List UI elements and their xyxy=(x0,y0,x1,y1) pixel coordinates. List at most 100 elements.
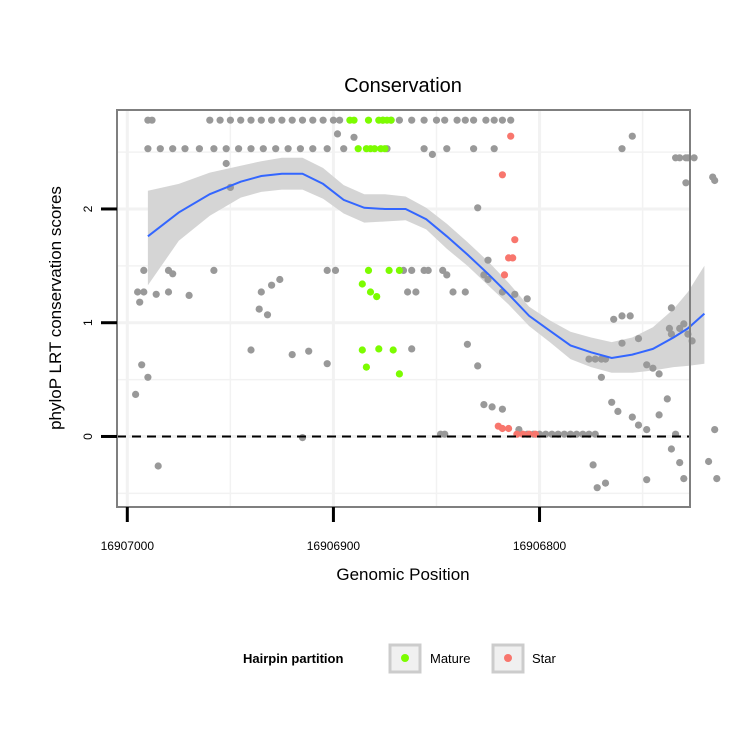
data-point-other xyxy=(643,361,651,369)
data-point-other xyxy=(432,116,441,124)
data-point-other xyxy=(461,116,469,124)
data-point-other xyxy=(711,176,719,185)
data-point-other xyxy=(333,130,342,138)
data-point-other xyxy=(319,116,327,124)
data-point-other xyxy=(463,340,471,348)
data-point-other xyxy=(680,475,688,483)
data-point-other xyxy=(309,145,317,153)
smooth-line-group xyxy=(117,172,706,438)
data-point-other xyxy=(154,462,162,470)
data-point-other xyxy=(643,476,651,484)
data-point-other xyxy=(484,275,492,284)
data-point-other xyxy=(237,116,245,124)
data-point-other xyxy=(144,373,152,381)
y-tick-label: 2 xyxy=(81,205,95,212)
data-point-other xyxy=(682,154,690,162)
data-point-other xyxy=(449,288,457,296)
data-point-other xyxy=(247,346,255,354)
data-point-other xyxy=(272,145,280,153)
data-point-other xyxy=(676,459,684,467)
data-point-other xyxy=(470,116,478,124)
data-point-other xyxy=(507,116,515,124)
legend-label-star: Star xyxy=(532,651,557,666)
data-point-other xyxy=(424,266,432,274)
data-point-other xyxy=(482,116,490,124)
data-point-other xyxy=(560,430,568,438)
data-point-other xyxy=(323,360,331,368)
data-point-star xyxy=(505,424,513,433)
data-point-other xyxy=(618,339,626,347)
data-point-other xyxy=(298,434,307,442)
data-point-other xyxy=(441,116,449,124)
data-point-other xyxy=(309,116,317,124)
grid-lines xyxy=(117,110,690,507)
data-point-mature xyxy=(354,145,362,153)
plot-panel xyxy=(117,110,690,507)
data-point-mature xyxy=(350,116,358,124)
data-point-other xyxy=(705,457,713,466)
data-point-other xyxy=(164,288,173,296)
data-point-other xyxy=(216,116,224,124)
data-point-star xyxy=(507,132,515,140)
data-point-other xyxy=(649,364,657,372)
data-point-other xyxy=(323,145,331,153)
data-point-other xyxy=(614,407,622,415)
data-point-other xyxy=(247,145,255,153)
data-point-other xyxy=(626,312,634,320)
data-point-other xyxy=(713,475,721,483)
legend-label-mature: Mature xyxy=(430,651,470,666)
y-tick-label: 1 xyxy=(81,319,95,326)
data-point-mature xyxy=(358,280,366,288)
data-point-other xyxy=(181,145,189,153)
data-point-star xyxy=(498,424,506,433)
data-point-other xyxy=(395,116,403,124)
data-point-other xyxy=(667,304,676,312)
data-point-other xyxy=(484,256,492,264)
data-point-other xyxy=(470,145,478,153)
legend-key-star xyxy=(504,654,512,662)
data-point-mature xyxy=(387,116,395,124)
data-point-other xyxy=(144,145,152,153)
data-point-other xyxy=(634,335,643,343)
data-point-mature xyxy=(366,288,375,296)
data-point-other xyxy=(618,312,626,320)
data-point-other xyxy=(336,116,344,124)
data-point-star xyxy=(500,271,509,279)
confidence-band-group xyxy=(147,157,705,373)
data-point-other xyxy=(443,271,451,279)
x-axis-label: Genomic Position xyxy=(336,565,469,584)
data-point-mature xyxy=(395,370,403,378)
legend-title: Hairpin partition xyxy=(243,651,343,666)
data-point-other xyxy=(247,116,255,124)
data-point-mature xyxy=(389,346,397,354)
data-point-other xyxy=(259,145,267,153)
data-point-other xyxy=(474,204,482,212)
data-point-mature xyxy=(362,363,370,371)
data-point-other xyxy=(134,288,142,296)
data-point-other xyxy=(680,320,688,328)
data-point-other xyxy=(408,116,416,124)
data-point-other xyxy=(169,145,177,153)
data-point-other xyxy=(152,290,160,298)
data-point-other xyxy=(185,291,193,299)
data-point-other xyxy=(329,116,337,124)
data-point-other xyxy=(585,355,593,363)
data-point-mature xyxy=(395,266,403,274)
data-point-other xyxy=(488,403,496,411)
data-point-other xyxy=(284,145,292,153)
data-point-other xyxy=(655,411,663,419)
data-point-other xyxy=(140,266,148,274)
data-point-other xyxy=(206,116,214,124)
data-point-other xyxy=(663,395,671,403)
data-point-other xyxy=(428,150,436,158)
data-point-other xyxy=(667,330,676,338)
data-point-other xyxy=(420,116,428,124)
data-point-other xyxy=(404,288,412,296)
data-point-other xyxy=(268,116,276,124)
data-point-other xyxy=(278,116,286,124)
data-point-other xyxy=(268,281,276,289)
data-point-star xyxy=(509,254,517,262)
data-point-other xyxy=(148,116,156,124)
data-point-other xyxy=(711,426,719,434)
data-point-other xyxy=(682,179,690,187)
